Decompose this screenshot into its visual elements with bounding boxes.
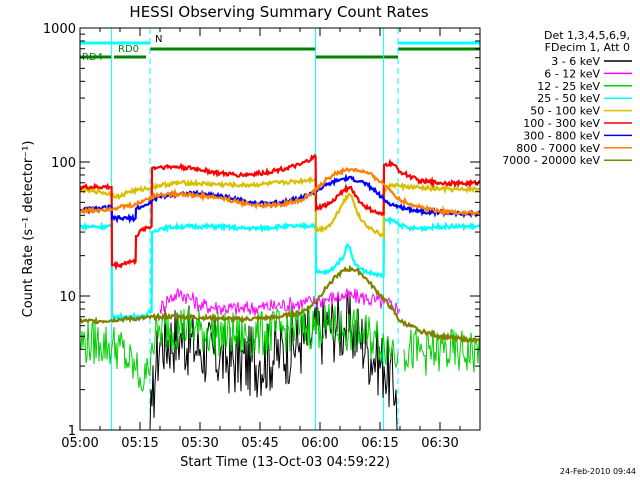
y-axis-label: Count Rate (s⁻¹ detector⁻¹)	[21, 141, 36, 318]
series-line-1-0	[159, 288, 401, 316]
series-50-100-kev	[80, 175, 480, 240]
legend: Det 1,3,4,5,6,9,FDecim 1, Att 03 - 6 keV…	[502, 29, 632, 167]
legend-label-4: 50 - 100 keV	[530, 105, 600, 118]
x-tick-label-3: 05:45	[241, 436, 278, 451]
legend-label-2: 12 - 25 keV	[537, 80, 600, 93]
legend-label-6: 300 - 800 keV	[523, 129, 600, 142]
chart-title: HESSI Observing Summary Count Rates	[129, 3, 428, 21]
y-axis: 1 10 100 1000	[43, 22, 480, 439]
series-100-300-kev	[80, 153, 480, 271]
x-tick-label-6: 06:30	[421, 436, 458, 451]
series-800-7000-kev	[80, 166, 480, 218]
series-6-12-kev	[159, 288, 401, 316]
series-line-0-0	[149, 293, 398, 430]
x-tick-label-5: 06:15	[361, 436, 398, 451]
x-axis-label: Start Time (13-Oct-03 04:59:22)	[180, 455, 390, 470]
series-3-6-kev	[149, 293, 398, 430]
legend-label-8: 7000 - 20000 keV	[502, 154, 600, 167]
legend-header-1: FDecim 1, Att 0	[545, 41, 630, 54]
series-line-5-0	[80, 153, 480, 271]
annotation-rd4: RD4	[82, 52, 103, 63]
series-line-3-0	[80, 216, 480, 322]
series-line-4-0	[80, 175, 480, 240]
series-line-7-0	[80, 166, 480, 218]
x-tick-label-4: 06:00	[301, 436, 338, 451]
legend-label-7: 800 - 7000 keV	[516, 142, 600, 155]
x-tick-label-2: 05:30	[181, 436, 218, 451]
legend-label-3: 25 - 50 keV	[537, 92, 600, 105]
legend-label-5: 100 - 300 keV	[523, 117, 600, 130]
series-layer	[80, 153, 480, 430]
series-line-2-1	[403, 328, 480, 376]
y-tick-label-2: 100	[51, 156, 76, 171]
annotation-n: N	[155, 34, 162, 45]
series-line-8-0	[80, 264, 480, 345]
y-tick-label-0: 1	[68, 424, 76, 439]
x-axis: 05:00 05:15 05:30 05:45 06:00 06:15 06:30	[61, 28, 481, 451]
series-7000-20000-kev	[80, 264, 480, 345]
legend-label-1: 6 - 12 keV	[544, 67, 600, 80]
y-tick-label-1: 10	[59, 290, 76, 305]
footer-timestamp: 24-Feb-2010 09:44	[560, 467, 636, 476]
annotation-rd0: RD0	[118, 44, 139, 55]
legend-label-0: 3 - 6 keV	[551, 55, 600, 68]
legend-header-0: Det 1,3,4,5,6,9,	[544, 29, 630, 42]
x-tick-label-0: 05:00	[61, 436, 98, 451]
y-tick-label-3: 1000	[43, 22, 76, 37]
x-tick-label-1: 05:15	[121, 436, 158, 451]
series-25-50-kev	[80, 216, 480, 322]
